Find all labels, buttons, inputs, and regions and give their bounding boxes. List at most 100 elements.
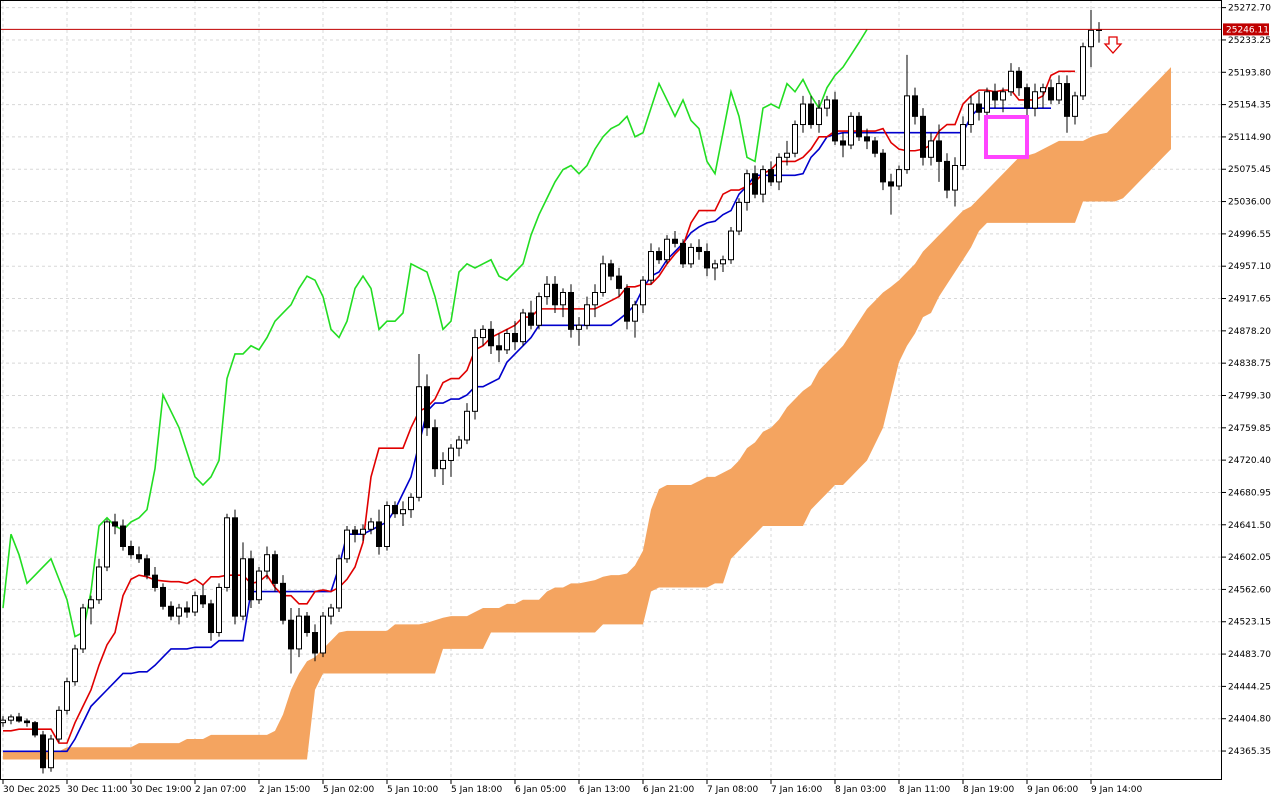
price-tick-label: 24680.95 xyxy=(1228,488,1271,498)
candle-body xyxy=(472,337,478,412)
candle xyxy=(1008,63,1014,96)
candle-body xyxy=(888,181,894,187)
candle xyxy=(272,550,278,592)
price-tick-label: 24483.70 xyxy=(1228,650,1271,660)
candle xyxy=(592,284,598,318)
candle-body xyxy=(88,599,94,609)
candle xyxy=(392,501,398,518)
candle xyxy=(352,526,358,543)
candle-body xyxy=(912,95,918,117)
candle xyxy=(712,259,718,281)
candle-body xyxy=(400,509,406,515)
candle-body xyxy=(40,734,46,769)
candle xyxy=(40,730,46,774)
time-tick-label: 9 Jan 06:00 xyxy=(1027,785,1079,795)
price-tick-label: 24641.50 xyxy=(1228,521,1271,531)
candle xyxy=(568,284,574,338)
candle-body xyxy=(48,738,54,769)
candle xyxy=(520,308,526,346)
candle-body xyxy=(232,517,238,617)
candle xyxy=(112,513,118,535)
candle-body xyxy=(128,545,134,556)
candle-body xyxy=(576,324,582,330)
candle-body xyxy=(392,505,398,515)
candle xyxy=(88,595,94,625)
candle-body xyxy=(1048,87,1054,101)
candle-body xyxy=(864,136,870,142)
candle-body xyxy=(480,328,486,339)
candle xyxy=(952,157,958,207)
candle xyxy=(256,566,262,604)
price-tick-label: 25233.25 xyxy=(1228,36,1271,46)
candle xyxy=(792,120,798,158)
candle-body xyxy=(1040,87,1046,93)
current-price-tag: 25246.11 xyxy=(1223,23,1269,35)
price-tick-label: 24720.40 xyxy=(1228,456,1271,466)
candle xyxy=(616,267,622,297)
candle xyxy=(152,566,158,592)
price-tick-label: 25114.90 xyxy=(1228,133,1271,143)
candle xyxy=(544,276,550,305)
candle xyxy=(672,231,678,248)
candle xyxy=(512,321,518,350)
candle-body xyxy=(80,607,86,650)
candle xyxy=(144,554,150,580)
plot-frame xyxy=(0,0,1222,780)
candle-body xyxy=(24,720,30,724)
candle xyxy=(8,714,14,725)
candle-body xyxy=(256,570,262,601)
candle xyxy=(888,173,894,215)
candle xyxy=(80,603,86,654)
candle xyxy=(936,124,942,182)
candle xyxy=(832,91,838,146)
candle-body xyxy=(680,242,686,265)
candle xyxy=(304,612,310,637)
candle xyxy=(784,140,790,166)
sell-arrow-icon xyxy=(1103,36,1123,54)
candle-body xyxy=(208,603,214,634)
time-tick-label: 6 Jan 05:00 xyxy=(515,785,567,795)
candle xyxy=(368,517,374,535)
candle xyxy=(728,226,734,264)
candle-body xyxy=(960,124,966,167)
candle xyxy=(1064,75,1070,133)
candle xyxy=(664,235,670,264)
plot-background xyxy=(0,0,1222,780)
candle xyxy=(1040,83,1046,109)
candle xyxy=(944,153,950,199)
candle xyxy=(224,513,230,592)
candle-body xyxy=(816,107,822,126)
candle-body xyxy=(1000,91,1006,101)
candle-body xyxy=(264,554,270,572)
time-tick-label: 6 Jan 13:00 xyxy=(579,785,631,795)
candle xyxy=(656,247,662,264)
candle xyxy=(440,452,446,486)
candle-body xyxy=(752,173,758,195)
candle xyxy=(320,612,326,658)
candle-body xyxy=(656,251,662,261)
candle-body xyxy=(296,615,302,650)
time-tick-label: 7 Jan 08:00 xyxy=(707,785,759,795)
candle xyxy=(752,165,758,199)
candle xyxy=(384,501,390,551)
candle-body xyxy=(768,169,774,183)
candle xyxy=(1000,87,1006,113)
candle xyxy=(608,259,614,281)
candle xyxy=(448,444,454,477)
candle xyxy=(488,321,494,354)
candle xyxy=(72,644,78,686)
overlays xyxy=(0,28,1222,159)
candle-body xyxy=(664,238,670,261)
candle-body xyxy=(272,554,278,584)
time-tick-label: 30 Dec 19:00 xyxy=(131,785,192,795)
candle-body xyxy=(416,386,422,498)
candle-body xyxy=(1008,70,1014,93)
candle-body xyxy=(808,103,814,126)
candle-body xyxy=(520,312,526,343)
candle xyxy=(552,276,558,313)
candle-body xyxy=(352,529,358,535)
candle xyxy=(336,554,342,613)
time-tick-label: 30 Dec 11:00 xyxy=(67,785,128,795)
time-tick-label: 9 Jan 14:00 xyxy=(1091,785,1143,795)
